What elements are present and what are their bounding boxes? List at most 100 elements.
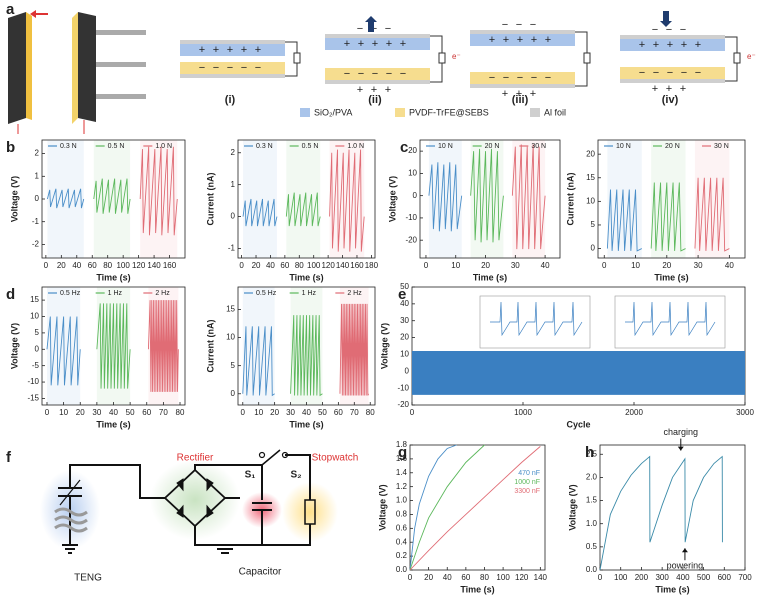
plus-sign: +	[385, 84, 391, 96]
legend-label: 0.5 N	[302, 143, 319, 150]
x-tick-label: 30	[511, 261, 520, 270]
minus-sign: −	[385, 23, 391, 35]
minus-sign: −	[489, 72, 495, 84]
x-tick-label: 0	[241, 408, 246, 417]
state-label: (ii)	[368, 94, 382, 106]
x-tick-label: 30	[694, 261, 703, 270]
y-tick-label: 0.5	[586, 542, 598, 551]
minus-sign: −	[400, 68, 406, 80]
y-tick-label: -1	[32, 217, 40, 226]
x-tick-label: 60	[88, 261, 97, 270]
minus-sign: −	[199, 62, 205, 74]
series-line	[96, 303, 131, 389]
x-tick-label: 50	[318, 408, 327, 417]
y-tick-label: 0	[591, 244, 596, 253]
plus-sign: +	[371, 84, 377, 96]
minus-sign: −	[652, 24, 658, 36]
x-tick-label: 140	[534, 573, 548, 582]
y-tick-label: 0.8	[396, 510, 408, 519]
y-tick-label: -15	[27, 394, 39, 403]
al-foil	[470, 30, 575, 34]
x-tick-label: 30	[92, 408, 101, 417]
y-tick-label: -10	[405, 213, 417, 222]
y-tick-label: 5	[231, 361, 236, 370]
x-tick-label: 60	[461, 573, 470, 582]
y-tick-label: 15	[586, 173, 595, 182]
panel-label: h	[585, 444, 594, 461]
y-tick-label: -10	[397, 383, 409, 392]
legend-label: 2 Hz	[155, 290, 170, 297]
plus-sign: +	[695, 39, 701, 51]
series-shade	[286, 140, 321, 258]
series-line	[46, 316, 81, 386]
y-tick-label: 1.4	[396, 468, 408, 477]
x-tick-label: 20	[57, 261, 66, 270]
plot-frame	[237, 139, 376, 259]
series-line	[285, 192, 321, 227]
y-tick-label: 2	[35, 149, 40, 158]
x-tick-label: 20	[481, 261, 490, 270]
legend-label: 30 N	[531, 143, 546, 150]
series-shade	[243, 140, 277, 258]
x-tick-label: 160	[163, 261, 177, 270]
x-axis-label: Cycle	[566, 419, 590, 429]
y-axis-label: Current (nA)	[565, 173, 575, 226]
minus-sign: −	[386, 68, 392, 80]
plus-sign: +	[241, 44, 247, 56]
y-tick-label: 0	[35, 194, 40, 203]
x-tick-label: 10	[59, 408, 68, 417]
y-tick-label: -1	[228, 244, 236, 253]
plot-frame	[599, 444, 746, 571]
y-tick-label: -5	[32, 361, 40, 370]
x-tick-label: 700	[738, 573, 752, 582]
y-tick-label: 2.0	[586, 473, 598, 482]
y-tick-label: 15	[226, 305, 235, 314]
y-tick-label: 0.6	[396, 523, 408, 532]
resistor	[438, 52, 446, 64]
al-foil	[325, 34, 430, 38]
state-label: (iv)	[662, 94, 679, 106]
al-foil	[620, 35, 725, 39]
x-tick-label: 0	[44, 261, 49, 270]
plus-sign: +	[680, 83, 686, 95]
x-tick-label: 1000	[514, 408, 532, 417]
x-tick-label: 60	[334, 408, 343, 417]
legend-label: 20 N	[665, 143, 680, 150]
minus-sign: −	[681, 67, 687, 79]
plus-sign: +	[545, 34, 551, 46]
minus-sign: −	[667, 67, 673, 79]
x-axis-label: Time (s)	[289, 272, 323, 282]
plus-sign: +	[227, 44, 233, 56]
legend-label: 0.5 Hz	[60, 290, 81, 297]
x-tick-label: 0	[45, 408, 50, 417]
panel-label: e	[398, 286, 406, 303]
motion-arrow	[368, 22, 374, 32]
resistor	[733, 52, 741, 64]
plus-sign: +	[516, 88, 522, 100]
plus-sign: +	[344, 38, 350, 50]
plus-sign: +	[372, 38, 378, 50]
legend-label: 0.3 N	[60, 143, 77, 150]
x-tick-label: 100	[307, 261, 321, 270]
panel-label: d	[6, 286, 15, 303]
panel-label: b	[6, 139, 15, 156]
y-axis-label: Current (nA)	[205, 320, 215, 373]
series-line	[329, 149, 365, 252]
y-tick-label: 10	[30, 312, 39, 321]
al-foil	[470, 84, 575, 88]
legend-label: 3300 nF	[514, 488, 540, 495]
y-axis-label: Current (nA)	[205, 173, 215, 226]
y-tick-label: 1.2	[396, 482, 408, 491]
x-axis-label: Time (s)	[473, 272, 507, 282]
legend-label: 20 N	[485, 143, 500, 150]
series-line	[428, 162, 463, 232]
e-inset-2	[614, 295, 726, 349]
plus-sign: +	[199, 44, 205, 56]
minus-sign: −	[344, 68, 350, 80]
y-tick-label: 40	[400, 299, 409, 308]
x-tick-label: 80	[366, 408, 375, 417]
x-tick-label: 70	[159, 408, 168, 417]
state-label: (i)	[225, 94, 236, 106]
motion-arrow	[660, 21, 672, 27]
x-tick-label: 10	[451, 261, 460, 270]
